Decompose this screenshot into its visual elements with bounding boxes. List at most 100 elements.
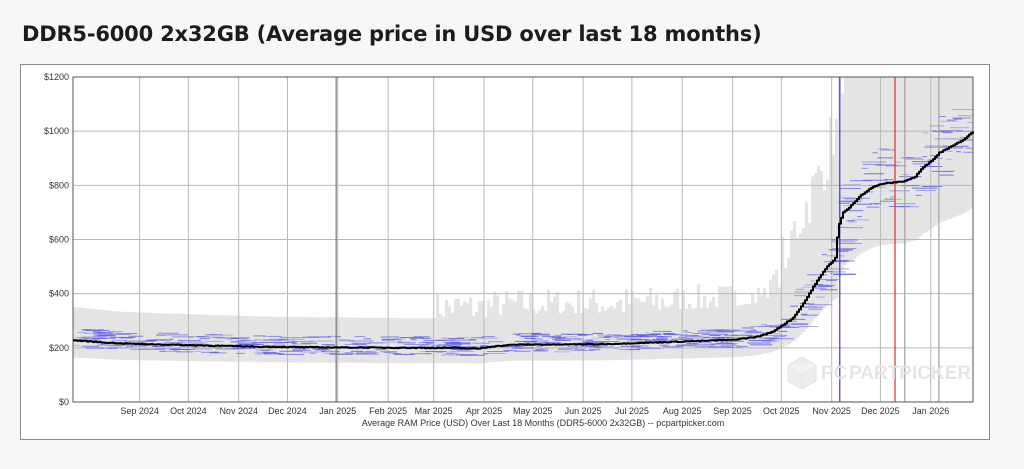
x-tick-label: Jan 2026 (912, 406, 949, 416)
price-range-band (790, 230, 794, 343)
price-range-band (418, 318, 422, 363)
price-range-band (652, 305, 656, 360)
price-range-band (712, 296, 716, 358)
price-range-band (193, 314, 197, 362)
price-range-band (805, 202, 809, 329)
price-range-band (361, 317, 365, 363)
price-range-band (682, 290, 686, 359)
price-range-band (142, 312, 146, 361)
price-range-band (370, 317, 374, 363)
price-range-band (892, 77, 896, 245)
y-tick-label: $800 (49, 180, 69, 190)
average-price-line-path (73, 131, 974, 350)
price-range-band (880, 77, 884, 246)
price-range-band (178, 313, 182, 361)
price-range-band (154, 313, 158, 361)
price-range-band (832, 155, 836, 301)
price-range-band (814, 173, 818, 318)
price-range-band (673, 291, 677, 359)
price-range-band (724, 286, 728, 358)
price-range-band (598, 312, 602, 361)
price-range-band (241, 315, 245, 362)
price-range-band (376, 317, 380, 363)
price-range-band (565, 301, 569, 361)
price-range-band (667, 306, 671, 359)
page-title: DDR5-6000 2x32GB (Average price in USD o… (22, 22, 762, 46)
watermark-text-b: PARTPICKER (849, 363, 971, 384)
price-range-band (412, 318, 416, 363)
price-range-band (607, 307, 611, 361)
price-range-band (406, 318, 410, 363)
price-range-band (643, 302, 647, 360)
price-range-band (307, 317, 311, 363)
price-range-band (970, 77, 974, 209)
price-range-band (568, 303, 572, 361)
price-range-band (898, 77, 902, 244)
price-range-band (415, 318, 419, 363)
price-range-band (631, 290, 635, 360)
price-range-band (619, 299, 623, 360)
price-range-band (595, 303, 599, 361)
price-range-band (181, 313, 185, 361)
price-range-band (709, 301, 713, 358)
price-range-band (784, 268, 788, 346)
price-range-band (802, 227, 806, 332)
x-tick-label: Aug 2025 (663, 406, 702, 416)
price-range-band (931, 77, 935, 229)
price-range-band (775, 269, 779, 351)
price-range-band (400, 317, 404, 363)
price-range-band (328, 317, 332, 363)
price-range-band (448, 306, 452, 363)
price-range-band (640, 301, 644, 360)
price-range-band (325, 317, 329, 363)
price-range-band (190, 314, 194, 362)
price-range-band (358, 317, 362, 363)
price-range-band (964, 77, 968, 213)
price-range-band (316, 317, 320, 363)
price-range-band (826, 179, 830, 306)
x-tick-label: Feb 2025 (369, 406, 407, 416)
x-tick-label: Nov 2025 (812, 406, 851, 416)
price-range-band (850, 77, 854, 262)
price-range-band (529, 293, 533, 361)
price-range-band (688, 303, 692, 359)
price-range-band (82, 307, 86, 359)
price-range-band (202, 314, 206, 362)
price-range-band (676, 288, 680, 359)
price-range-band (295, 317, 299, 363)
price-range-band (214, 314, 218, 362)
price-range-band (493, 291, 497, 362)
price-range-band (763, 287, 767, 354)
price-range-band (910, 77, 914, 242)
price-range-band (409, 318, 413, 363)
price-range-band (157, 313, 161, 361)
price-range-band (403, 317, 407, 363)
price-range-band (160, 313, 164, 361)
price-range-band (244, 315, 248, 362)
price-range-band (451, 312, 455, 363)
price-range-band (550, 302, 554, 361)
price-range-band (121, 311, 125, 360)
price-range-band (247, 316, 251, 362)
price-range-band (337, 317, 341, 363)
price-range-band (799, 233, 803, 336)
price-range-band (553, 296, 557, 361)
price-range-band (496, 295, 500, 362)
price-range-band (304, 317, 308, 363)
price-range-band (499, 315, 503, 362)
price-range-band (220, 315, 224, 362)
price-range-band (526, 309, 530, 361)
price-range-band (766, 297, 770, 353)
price-range-band (331, 317, 335, 363)
price-range-band (868, 77, 872, 250)
price-range-band (859, 77, 863, 255)
x-tick-label: Sep 2025 (713, 406, 752, 416)
price-range-band (238, 315, 242, 362)
price-range-band (721, 287, 725, 358)
price-range-band (85, 308, 89, 359)
price-range-band (310, 317, 314, 363)
price-range-band (928, 77, 932, 231)
price-range-band (733, 290, 737, 358)
price-range-band (313, 317, 317, 363)
price-range-band (934, 77, 938, 227)
